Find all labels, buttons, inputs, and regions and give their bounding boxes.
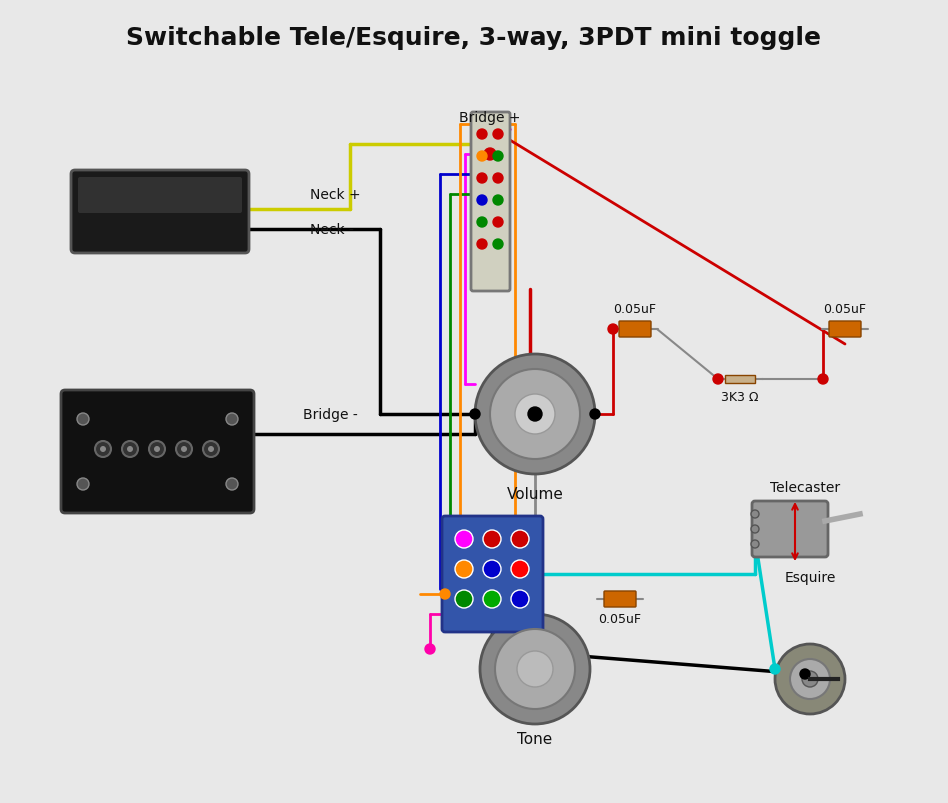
Circle shape bbox=[455, 560, 473, 578]
Circle shape bbox=[511, 590, 529, 608]
FancyBboxPatch shape bbox=[619, 321, 651, 337]
Circle shape bbox=[77, 414, 89, 426]
Circle shape bbox=[425, 644, 435, 654]
Circle shape bbox=[203, 442, 219, 458]
Circle shape bbox=[517, 651, 553, 687]
Circle shape bbox=[751, 540, 759, 548]
Text: Neck -: Neck - bbox=[310, 222, 354, 237]
Circle shape bbox=[483, 530, 501, 548]
Circle shape bbox=[483, 560, 501, 578]
FancyBboxPatch shape bbox=[471, 113, 510, 291]
Circle shape bbox=[800, 669, 810, 679]
Circle shape bbox=[455, 590, 473, 608]
Circle shape bbox=[122, 442, 138, 458]
Text: Volume: Volume bbox=[506, 487, 563, 502]
Circle shape bbox=[511, 560, 529, 578]
FancyBboxPatch shape bbox=[442, 516, 543, 632]
Text: Tone: Tone bbox=[518, 732, 553, 747]
FancyBboxPatch shape bbox=[725, 376, 755, 384]
Circle shape bbox=[608, 324, 618, 335]
Circle shape bbox=[176, 442, 192, 458]
Circle shape bbox=[493, 130, 503, 140]
Text: Switchable Tele/Esquire, 3-way, 3PDT mini toggle: Switchable Tele/Esquire, 3-way, 3PDT min… bbox=[126, 26, 822, 50]
Circle shape bbox=[751, 511, 759, 519]
Circle shape bbox=[477, 240, 487, 250]
Circle shape bbox=[515, 394, 555, 434]
Text: 0.05uF: 0.05uF bbox=[613, 303, 657, 316]
FancyBboxPatch shape bbox=[829, 321, 861, 337]
Circle shape bbox=[775, 644, 845, 714]
Circle shape bbox=[770, 664, 780, 675]
Circle shape bbox=[475, 355, 595, 475]
Text: 3K3 Ω: 3K3 Ω bbox=[721, 391, 758, 404]
Circle shape bbox=[528, 407, 542, 422]
Circle shape bbox=[477, 130, 487, 140]
FancyBboxPatch shape bbox=[78, 177, 242, 214]
FancyBboxPatch shape bbox=[71, 171, 249, 254]
Circle shape bbox=[483, 590, 501, 608]
Circle shape bbox=[149, 442, 165, 458]
Circle shape bbox=[477, 152, 487, 161]
Text: Telecaster: Telecaster bbox=[770, 480, 840, 495]
Circle shape bbox=[470, 410, 480, 419]
Circle shape bbox=[493, 152, 503, 161]
Circle shape bbox=[590, 410, 600, 419]
Circle shape bbox=[77, 479, 89, 491]
Circle shape bbox=[480, 614, 590, 724]
Text: Bridge +: Bridge + bbox=[459, 111, 520, 124]
Circle shape bbox=[154, 446, 160, 452]
Circle shape bbox=[440, 589, 450, 599]
Circle shape bbox=[484, 149, 496, 161]
Circle shape bbox=[208, 446, 214, 452]
Circle shape bbox=[127, 446, 133, 452]
Circle shape bbox=[477, 173, 487, 184]
Circle shape bbox=[226, 414, 238, 426]
Circle shape bbox=[100, 446, 106, 452]
Text: Esquire: Esquire bbox=[784, 570, 836, 585]
Text: Neck +: Neck + bbox=[310, 188, 360, 202]
Circle shape bbox=[493, 196, 503, 206]
Circle shape bbox=[493, 218, 503, 228]
Circle shape bbox=[493, 240, 503, 250]
Circle shape bbox=[818, 374, 828, 385]
Circle shape bbox=[802, 671, 818, 687]
Circle shape bbox=[493, 173, 503, 184]
Circle shape bbox=[751, 525, 759, 533]
Circle shape bbox=[495, 630, 575, 709]
Circle shape bbox=[713, 374, 723, 385]
Circle shape bbox=[477, 196, 487, 206]
Circle shape bbox=[511, 530, 529, 548]
FancyBboxPatch shape bbox=[604, 591, 636, 607]
Circle shape bbox=[455, 530, 473, 548]
Circle shape bbox=[490, 369, 580, 459]
FancyBboxPatch shape bbox=[752, 501, 828, 557]
Text: 0.05uF: 0.05uF bbox=[598, 613, 642, 626]
Circle shape bbox=[95, 442, 111, 458]
FancyBboxPatch shape bbox=[61, 390, 254, 513]
Circle shape bbox=[477, 218, 487, 228]
Text: Bridge -: Bridge - bbox=[303, 407, 357, 422]
Text: 0.05uF: 0.05uF bbox=[824, 303, 866, 316]
Circle shape bbox=[181, 446, 187, 452]
Circle shape bbox=[790, 659, 830, 699]
Circle shape bbox=[226, 479, 238, 491]
